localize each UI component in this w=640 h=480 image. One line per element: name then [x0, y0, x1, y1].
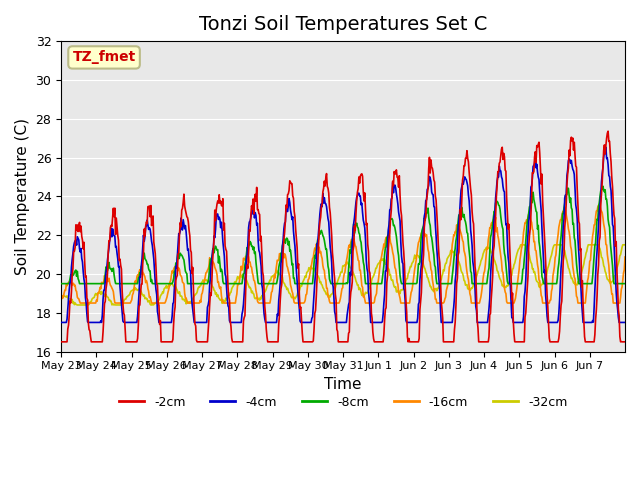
X-axis label: Time: Time: [324, 377, 362, 392]
Legend: -2cm, -4cm, -8cm, -16cm, -32cm: -2cm, -4cm, -8cm, -16cm, -32cm: [114, 391, 572, 414]
Text: TZ_fmet: TZ_fmet: [72, 50, 136, 64]
Y-axis label: Soil Temperature (C): Soil Temperature (C): [15, 118, 30, 275]
Title: Tonzi Soil Temperatures Set C: Tonzi Soil Temperatures Set C: [199, 15, 487, 34]
